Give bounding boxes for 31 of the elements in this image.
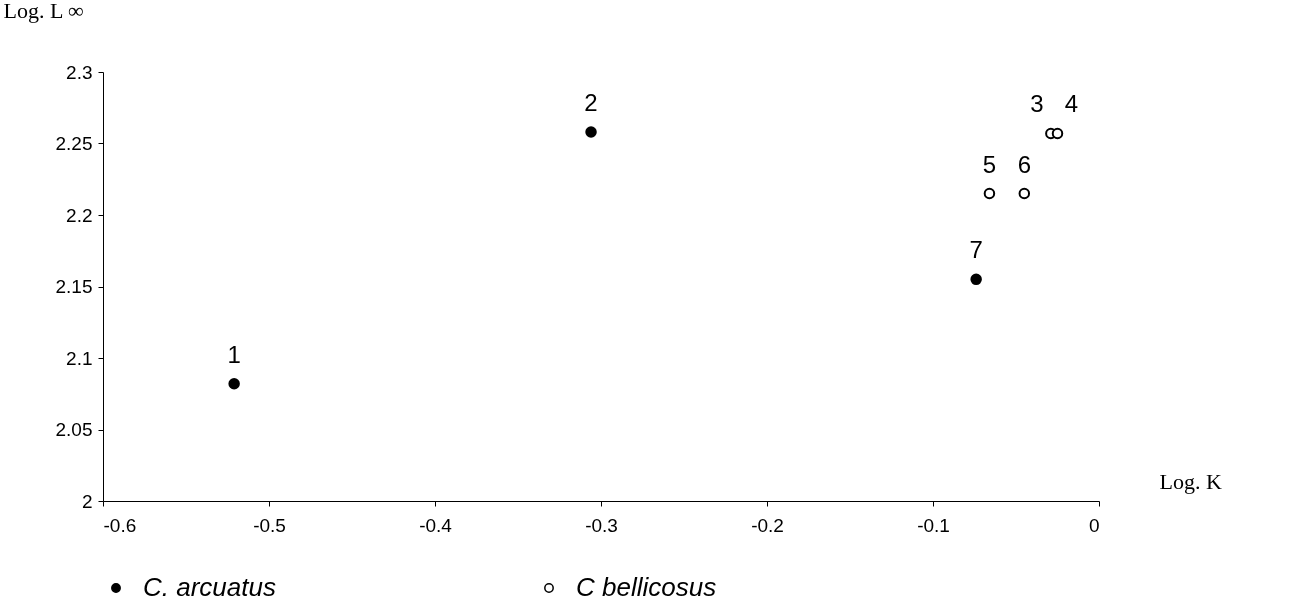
point	[983, 187, 996, 200]
x-tick-label: 0	[1088, 514, 1100, 536]
annotation: 6	[1017, 150, 1031, 178]
point	[228, 378, 240, 390]
y-axis-title: Log. L ∞	[3, 0, 84, 23]
y-tick-label: 2.3	[66, 61, 93, 83]
point	[970, 273, 982, 286]
annotation: 7	[969, 236, 983, 264]
x-tick-label: -0.5	[253, 514, 286, 536]
y-tick-label: 2.05	[55, 419, 93, 440]
y-tick-label: 2.1	[66, 347, 93, 369]
annotation: 3	[1030, 90, 1044, 118]
y-tick-label: 2.25	[55, 133, 93, 154]
annotation: 5	[982, 150, 997, 178]
annotation: 2	[584, 89, 598, 117]
y-tick-label: 2.15	[55, 276, 93, 297]
point	[1051, 127, 1064, 140]
y-tick-label: 2.2	[66, 204, 93, 226]
annotation: 1	[227, 340, 241, 368]
x-tick-label: -0.6	[103, 514, 137, 536]
y-tick-label: 2	[81, 490, 93, 512]
x-axis-title: Log. K	[1159, 468, 1222, 494]
x-tick-label: -0.2	[751, 514, 784, 536]
x-tick-label: -0.1	[917, 514, 950, 536]
x-tick-label: -0.4	[419, 514, 453, 536]
point	[585, 126, 597, 138]
legend-label: C bellicosus	[576, 572, 717, 602]
x-tick-label: -0.3	[585, 514, 618, 536]
annotation: 4	[1064, 90, 1079, 118]
point	[1018, 187, 1031, 200]
legend-label: C. arcuatus	[143, 572, 276, 602]
